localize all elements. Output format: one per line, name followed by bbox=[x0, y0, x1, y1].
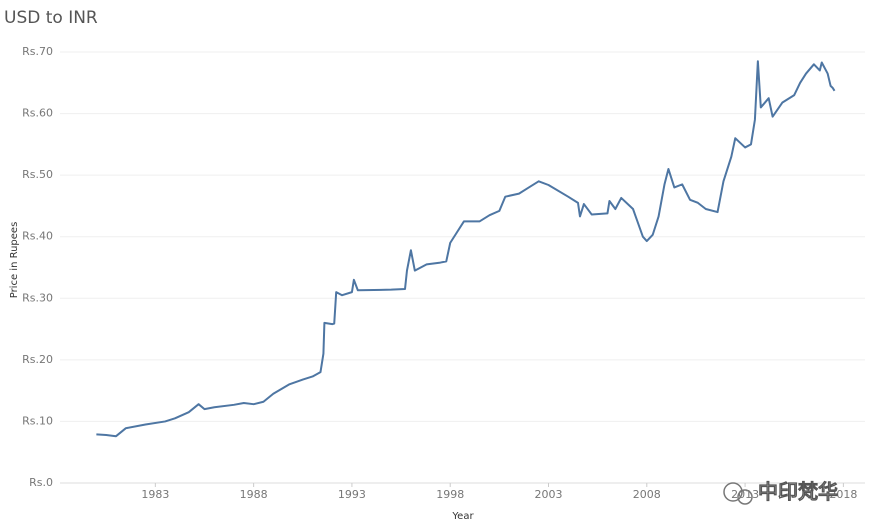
y-tick-label: Rs.0 bbox=[29, 476, 53, 489]
series-line bbox=[96, 60, 836, 438]
x-tick-label: 1993 bbox=[338, 488, 366, 501]
x-tick-label: 2008 bbox=[633, 488, 661, 501]
x-axis-title: Year bbox=[451, 511, 474, 522]
x-tick-label: 1988 bbox=[240, 488, 268, 501]
y-tick-label: Rs.40 bbox=[22, 230, 53, 243]
y-tick-label: Rs.10 bbox=[22, 414, 53, 427]
y-axis-title: Price in Rupees bbox=[9, 222, 20, 299]
watermark-text: 中印梵华 bbox=[758, 480, 838, 504]
watermark-icon bbox=[723, 482, 743, 502]
chart-title: USD to INR bbox=[4, 8, 98, 28]
x-tick-label: 2018 bbox=[829, 488, 857, 501]
watermark-icon bbox=[737, 489, 753, 505]
y-tick-label: Rs.70 bbox=[22, 45, 53, 58]
y-tick-label: Rs.20 bbox=[22, 353, 53, 366]
y-tick-label: Rs.60 bbox=[22, 107, 53, 120]
y-tick-label: Rs.30 bbox=[22, 291, 53, 304]
y-tick-label: Rs.50 bbox=[22, 168, 53, 181]
x-tick-label: 1998 bbox=[436, 488, 464, 501]
x-tick-label: 2003 bbox=[535, 488, 563, 501]
x-tick-label: 1983 bbox=[141, 488, 169, 501]
watermark: 中印梵华 bbox=[723, 479, 838, 505]
